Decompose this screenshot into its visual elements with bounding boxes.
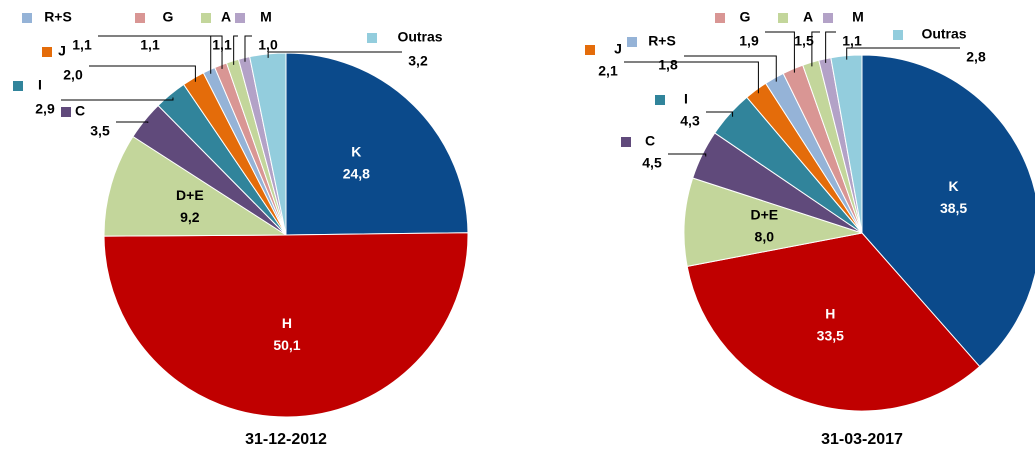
slice-name: D+E — [750, 207, 778, 223]
slice-name: K — [351, 143, 361, 159]
legend-swatch — [22, 13, 32, 23]
slice-name: G — [163, 9, 174, 25]
slice-value: 3,2 — [408, 53, 428, 69]
slice-value: 33,5 — [817, 327, 844, 343]
slice-value: 50,1 — [273, 337, 300, 353]
leader-line — [166, 35, 223, 69]
pie-slice — [103, 232, 469, 418]
slice-name: H — [282, 315, 292, 331]
leader-line — [89, 65, 196, 82]
slice-value: 2,1 — [598, 63, 618, 79]
leader-line — [668, 153, 707, 157]
leader-line — [116, 121, 149, 123]
legend-swatch — [367, 33, 377, 43]
slice-name: M — [260, 9, 272, 25]
leader-line — [267, 51, 402, 58]
chart-title: 31-03-2017 — [821, 431, 903, 448]
slice-value: 2,0 — [63, 67, 83, 83]
slice-value: 1,5 — [794, 33, 814, 49]
legend-swatch — [621, 137, 631, 147]
slice-name: M — [852, 9, 864, 25]
leader-line — [765, 31, 795, 73]
slice-name: A — [803, 9, 813, 25]
chart-title: 31-12-2012 — [245, 431, 327, 448]
slice-value: 4,5 — [642, 155, 662, 171]
slice-value: 24,8 — [343, 165, 370, 181]
legend-swatch — [655, 95, 665, 105]
legend-swatch — [715, 13, 725, 23]
legend-swatch — [42, 47, 52, 57]
leader-line — [244, 35, 252, 62]
slice-value: 9,2 — [180, 209, 200, 225]
slice-name: R+S — [648, 33, 676, 49]
leader-line — [61, 97, 174, 101]
slice-value: 1,0 — [258, 37, 278, 53]
slice-name: Outras — [921, 26, 966, 42]
slice-name: C — [75, 103, 85, 119]
pie-slice — [103, 135, 288, 237]
slice-name: I — [38, 77, 42, 93]
legend-swatch — [235, 13, 245, 23]
pie-slice — [861, 54, 1035, 368]
slice-name: K — [949, 178, 959, 194]
slice-name: G — [740, 9, 751, 25]
legend-swatch — [585, 45, 595, 55]
slice-value: 1,1 — [842, 33, 862, 49]
slice-name: A — [221, 9, 231, 25]
slice-value: 1,1 — [140, 37, 160, 53]
pie-slice — [686, 232, 981, 412]
slice-value: 8,0 — [755, 229, 775, 245]
slice-name: I — [684, 91, 688, 107]
slice-value: 1,8 — [658, 57, 678, 73]
leader-line — [825, 31, 836, 63]
legend-swatch — [13, 81, 23, 91]
legend-swatch — [61, 107, 71, 117]
slice-name: D+E — [176, 187, 204, 203]
slice-name: J — [614, 41, 622, 57]
slice-value: 3,5 — [90, 123, 110, 139]
leader-line — [684, 55, 777, 82]
leader-line — [811, 31, 820, 67]
slice-name: R+S — [44, 9, 72, 25]
slice-name: Outras — [397, 29, 442, 45]
legend-swatch — [893, 30, 903, 40]
slice-value: 1,1 — [72, 37, 92, 53]
legend-swatch — [823, 13, 833, 23]
legend-swatch — [201, 13, 211, 23]
legend-swatch — [135, 13, 145, 23]
legend-swatch — [778, 13, 788, 23]
slice-value: 38,5 — [940, 200, 967, 216]
slice-name: J — [58, 43, 66, 59]
leader-line — [233, 35, 238, 65]
slice-value: 1,9 — [739, 33, 759, 49]
slice-name: C — [645, 133, 655, 149]
pie-slice — [683, 177, 863, 267]
legend-swatch — [627, 37, 637, 47]
leader-line — [706, 111, 734, 117]
leader-line — [846, 47, 960, 60]
slice-value: 2,8 — [966, 49, 986, 65]
slice-value: 2,9 — [35, 101, 55, 117]
slice-name: H — [825, 305, 835, 321]
pie-slice — [285, 52, 469, 236]
slice-value: 4,3 — [680, 113, 700, 129]
slice-value: 1,1 — [212, 37, 232, 53]
leader-line — [624, 61, 759, 94]
